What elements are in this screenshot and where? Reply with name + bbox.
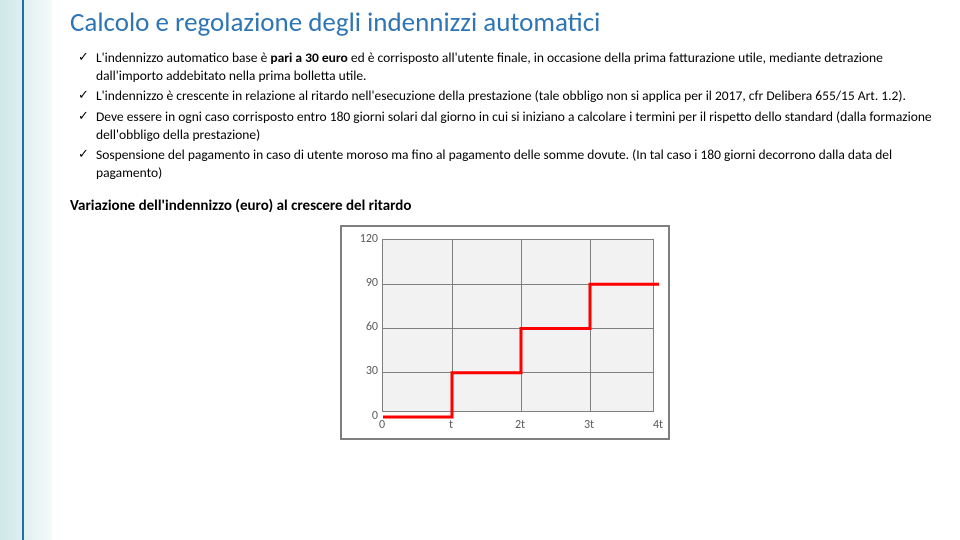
y-tick-label: 0 xyxy=(352,409,378,423)
step-chart: 0 30 60 90 120 0 t 2t 3t 4t xyxy=(340,225,670,440)
x-tick-label: 2t xyxy=(515,418,525,432)
y-tick-label: 30 xyxy=(352,364,378,378)
y-tick-label: 90 xyxy=(352,276,378,290)
side-accent xyxy=(0,0,52,540)
chart-container: 0 30 60 90 120 0 t 2t 3t 4t xyxy=(70,225,940,440)
y-tick-label: 120 xyxy=(352,232,378,246)
bullet-list: L'indennizzo automatico base è pari a 30… xyxy=(70,49,940,183)
x-tick-label: t xyxy=(449,418,453,432)
step-line xyxy=(383,240,659,417)
x-tick-label: 0 xyxy=(379,418,385,432)
bullet-text: Deve essere in ogni caso corrisposto ent… xyxy=(96,108,932,143)
bullet-text-bold: pari a 30 euro xyxy=(270,49,347,66)
bullet-text: Sospensione del pagamento in caso di ute… xyxy=(96,146,892,181)
x-tick-label: 3t xyxy=(584,418,594,432)
y-tick-label: 60 xyxy=(352,320,378,334)
list-item: L'indennizzo è crescente in relazione al… xyxy=(78,87,940,105)
chart-subheading: Variazione dell'indennizzo (euro) al cre… xyxy=(70,197,940,215)
plot-area xyxy=(382,239,654,412)
x-tick-label: 4t xyxy=(653,418,663,432)
list-item: Deve essere in ogni caso corrisposto ent… xyxy=(78,108,940,144)
side-accent-line xyxy=(22,0,24,540)
slide-content: Calcolo e regolazione degli indennizzi a… xyxy=(70,6,940,440)
list-item: Sospensione del pagamento in caso di ute… xyxy=(78,146,940,182)
bullet-text-pre: L'indennizzo automatico base è xyxy=(96,49,270,66)
page-title: Calcolo e regolazione degli indennizzi a… xyxy=(70,6,940,39)
bullet-text: L'indennizzo è crescente in relazione al… xyxy=(96,87,906,104)
list-item: L'indennizzo automatico base è pari a 30… xyxy=(78,49,940,85)
